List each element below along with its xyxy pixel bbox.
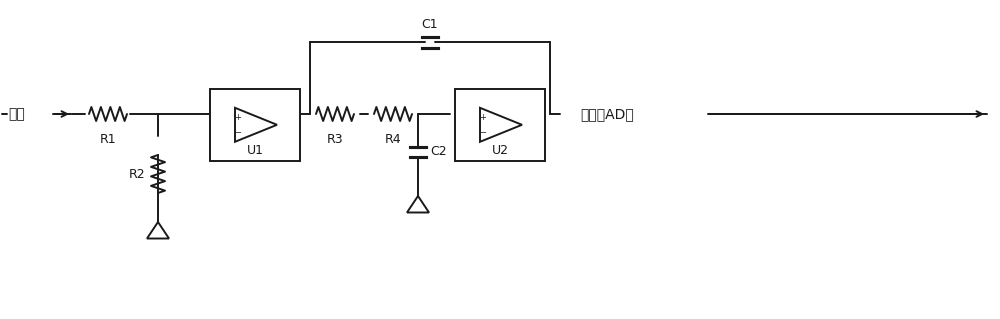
Bar <box>455 89 545 161</box>
Text: +: + <box>235 113 241 122</box>
Text: R2: R2 <box>128 167 145 181</box>
Text: −: − <box>480 128 486 137</box>
Text: R4: R4 <box>385 133 401 146</box>
Text: U2: U2 <box>492 144 509 157</box>
Text: C1: C1 <box>422 18 438 31</box>
Text: R3: R3 <box>327 133 343 146</box>
Text: −: − <box>234 128 241 137</box>
Text: R1: R1 <box>100 133 116 146</box>
Text: U1: U1 <box>246 144 264 157</box>
Text: +: + <box>480 113 486 122</box>
Text: 输出至AD口: 输出至AD口 <box>580 107 634 121</box>
Text: 输入: 输入 <box>8 107 25 121</box>
Bar <box>210 89 300 161</box>
Text: C2: C2 <box>430 145 447 159</box>
